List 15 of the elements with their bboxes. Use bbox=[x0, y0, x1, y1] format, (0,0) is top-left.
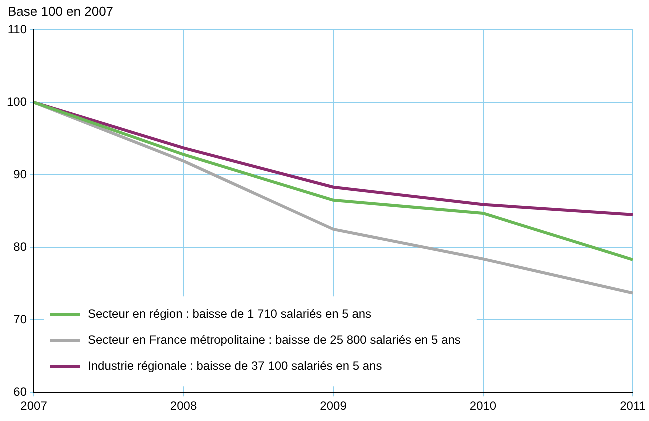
y-tick-label: 80 bbox=[14, 240, 28, 254]
x-tick-label: 2009 bbox=[320, 399, 348, 414]
y-axis-title: Base 100 en 2007 bbox=[8, 4, 114, 20]
y-tick-label: 100 bbox=[6, 94, 28, 109]
x-tick-label: 2010 bbox=[470, 399, 497, 414]
legend-label: Secteur en région : baisse de 1 710 salariés en 5 ans bbox=[88, 306, 372, 321]
y-tick-label: 70 bbox=[14, 312, 28, 326]
y-tick-label: 60 bbox=[14, 384, 28, 399]
legend-label: Secteur en France métropolitaine : baisse de 25 800 salariés en 5 ans bbox=[88, 332, 461, 347]
y-tick-label: 110 bbox=[8, 22, 28, 36]
x-tick-label: 2008 bbox=[170, 399, 198, 414]
x-tick-label: 2011 bbox=[620, 399, 646, 414]
x-tick-label: 2007 bbox=[20, 399, 48, 414]
y-tick-label: 90 bbox=[14, 167, 28, 182]
legend-label: Industrie régionale : baisse de 37 100 salariés en 5 ans bbox=[88, 358, 382, 373]
